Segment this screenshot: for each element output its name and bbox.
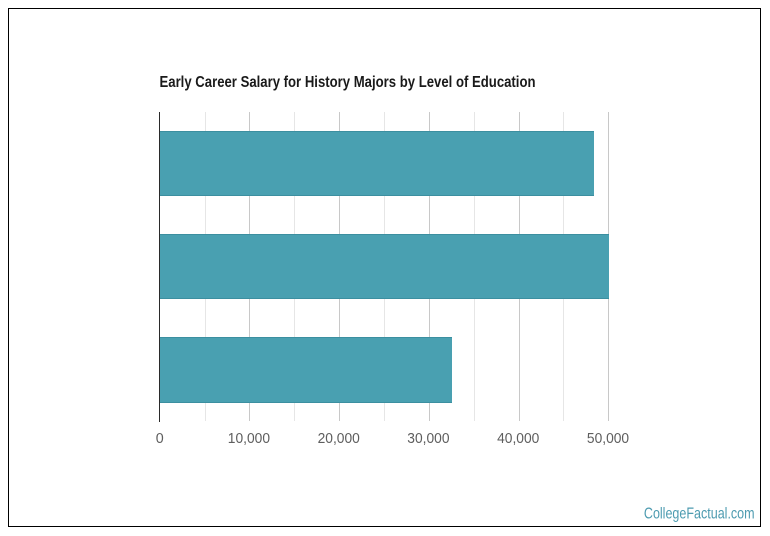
svg-text:10,000: 10,000 xyxy=(228,431,270,447)
svg-text:CollegeFactual.com: CollegeFactual.com xyxy=(644,506,755,523)
svg-text:0: 0 xyxy=(156,431,164,447)
svg-text:20,000: 20,000 xyxy=(318,431,360,447)
svg-text:30,000: 30,000 xyxy=(407,431,449,447)
svg-text:40,000: 40,000 xyxy=(497,431,539,447)
svg-text:50,000: 50,000 xyxy=(587,431,629,447)
svg-text:Early Career Salary for Histor: Early Career Salary for History Majors b… xyxy=(160,74,536,91)
